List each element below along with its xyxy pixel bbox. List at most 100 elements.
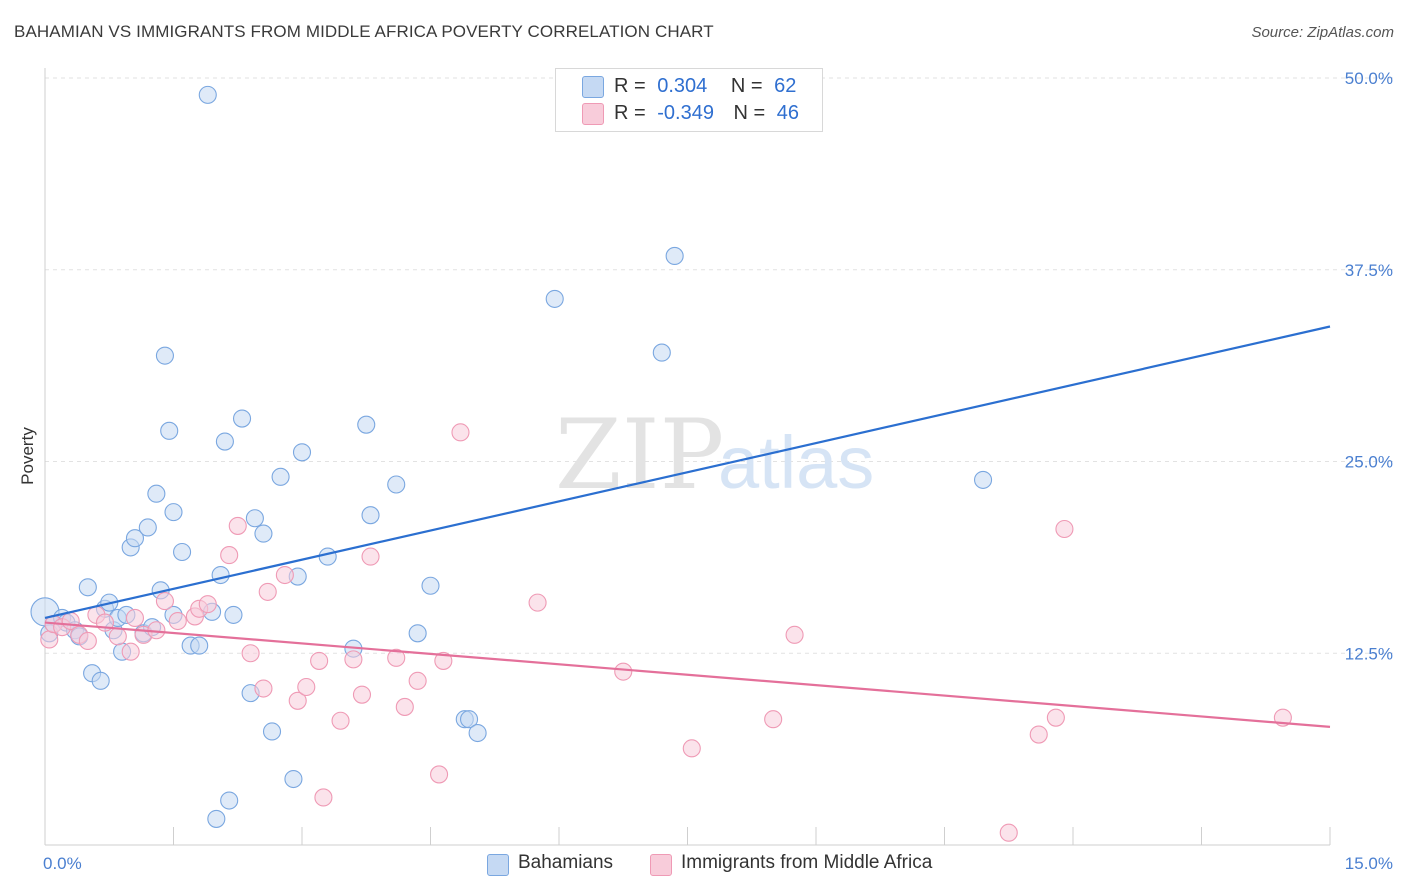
middle-africa-trend-line — [44, 621, 1331, 728]
legend-swatch-pink — [582, 103, 604, 125]
data-point — [430, 765, 449, 784]
data-point — [297, 677, 316, 697]
legend-n-value: 62 — [774, 75, 797, 97]
data-point — [262, 722, 282, 741]
data-point — [198, 595, 217, 614]
legend-swatch-blue — [582, 76, 604, 98]
legend-n-label: N = — [730, 75, 763, 97]
data-point — [387, 648, 406, 667]
data-point — [361, 506, 380, 525]
data-point — [220, 791, 239, 810]
data-point — [310, 651, 329, 670]
chart-source: Source: ZipAtlas.com — [1251, 24, 1394, 41]
watermark: ZIP atlas — [555, 399, 874, 511]
bahamians-points — [30, 85, 993, 828]
data-point — [207, 809, 226, 828]
data-point — [434, 651, 453, 670]
data-point — [352, 685, 372, 704]
series-legend: Bahamians Immigrants from Middle Africa — [0, 852, 1406, 878]
data-point — [408, 624, 427, 643]
data-point — [528, 593, 547, 612]
y-tick-label: 50.0% — [1345, 69, 1393, 88]
bahamians-trend-line — [44, 325, 1331, 620]
data-point — [785, 625, 804, 644]
data-point — [288, 691, 307, 710]
data-point — [361, 547, 380, 566]
y-tick-label: 37.5% — [1345, 261, 1393, 280]
y-tick-label: 25.0% — [1345, 453, 1393, 472]
data-point — [198, 85, 217, 104]
data-point — [284, 769, 303, 789]
data-point — [973, 470, 993, 489]
data-point — [665, 246, 684, 265]
data-point — [344, 650, 363, 669]
data-point — [292, 443, 312, 462]
data-point — [545, 289, 564, 308]
legend-r-value: 0.304 — [657, 75, 708, 97]
legend-r-label: R = — [614, 102, 646, 124]
data-point — [78, 578, 97, 597]
data-point — [173, 542, 192, 562]
data-point — [1046, 708, 1065, 727]
data-point — [125, 608, 144, 628]
x-tick-label: 15.0% — [1345, 854, 1393, 873]
series-swatch-blue — [487, 854, 509, 876]
data-point — [999, 823, 1018, 842]
legend-r-value: -0.349 — [657, 102, 714, 124]
data-point — [275, 565, 294, 585]
data-point — [395, 697, 414, 716]
data-point — [138, 518, 157, 537]
data-point — [215, 432, 234, 451]
data-point — [164, 503, 183, 522]
y-axis-title: Poverty — [18, 427, 37, 485]
data-point — [155, 592, 174, 611]
data-point — [121, 642, 140, 661]
correlation-legend: R = 0.304 N = 62 R = -0.349 N = 46 — [555, 68, 823, 132]
y-tick-label: 12.5% — [1345, 644, 1393, 663]
data-point — [254, 524, 273, 543]
data-point — [254, 679, 273, 698]
data-point — [258, 582, 277, 601]
data-point — [241, 644, 260, 663]
legend-n-value: 46 — [776, 102, 800, 124]
series-swatch-pink — [650, 854, 672, 876]
data-point — [168, 611, 187, 631]
legend-n-label: N = — [733, 102, 766, 124]
data-point — [318, 547, 337, 566]
data-point — [91, 671, 110, 690]
data-point — [211, 565, 230, 585]
data-point — [232, 409, 252, 428]
watermark-zip: ZIP — [555, 399, 724, 511]
watermark-atlas: atlas — [718, 421, 874, 504]
data-point — [682, 739, 701, 758]
x-tick-label: 0.0% — [43, 854, 82, 873]
data-point — [190, 636, 209, 655]
series-label-bahamians: Bahamians — [518, 852, 614, 873]
data-point — [314, 788, 333, 807]
data-point — [78, 631, 97, 651]
data-point — [764, 710, 783, 729]
data-point — [357, 415, 376, 434]
data-point — [125, 529, 144, 548]
legend-r-label: R = — [614, 75, 646, 97]
data-point — [220, 546, 239, 565]
data-point — [224, 605, 243, 624]
data-point — [147, 484, 166, 503]
data-point — [1029, 725, 1048, 744]
chart-title: BAHAMIAN VS IMMIGRANTS FROM MIDDLE AFRIC… — [14, 22, 714, 41]
data-point — [421, 576, 440, 595]
series-label-middle-africa: Immigrants from Middle Africa — [681, 852, 933, 873]
data-point — [459, 710, 479, 729]
data-point — [451, 423, 470, 442]
data-point — [228, 516, 247, 535]
data-point — [468, 723, 487, 743]
data-point — [245, 509, 264, 528]
data-point — [408, 671, 427, 690]
data-point — [160, 421, 179, 440]
data-point — [40, 630, 59, 649]
data-point — [155, 346, 174, 365]
data-point — [387, 475, 406, 494]
data-point — [108, 627, 127, 646]
data-point — [331, 711, 350, 730]
